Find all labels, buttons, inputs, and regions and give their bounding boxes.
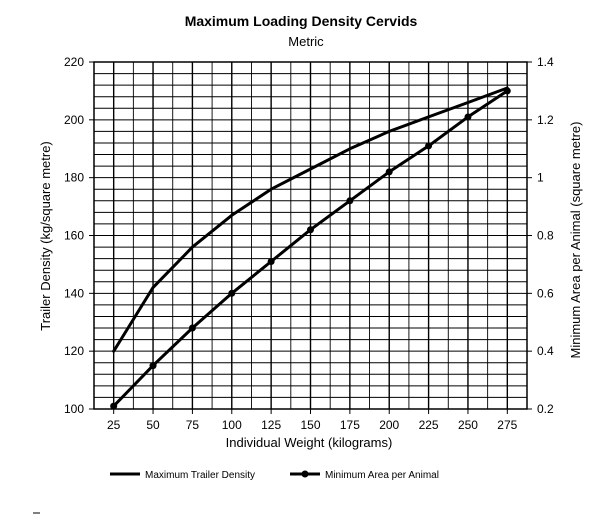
y-right-tick-label: 1 (537, 171, 544, 185)
data-point-minimum-area-per-animal (267, 258, 275, 266)
data-point-minimum-area-per-animal (464, 113, 472, 121)
y-left-tick-label: 160 (64, 229, 84, 243)
x-tick-label: 25 (107, 418, 121, 432)
y-left-tick-label: 220 (64, 55, 84, 69)
legend-label-minimum-area-per-animal: Minimum Area per Animal (325, 470, 439, 481)
data-point-minimum-area-per-animal (228, 289, 236, 297)
x-tick-label: 250 (458, 418, 478, 432)
legend-marker-minimum-area-per-animal (301, 470, 309, 478)
tick-marks (89, 61, 532, 414)
y-left-tick-label: 100 (64, 402, 84, 416)
data-point-minimum-area-per-animal (307, 226, 314, 234)
x-axis-label: Individual Weight (kilograms) (226, 435, 393, 450)
y-left-tick-label: 140 (64, 286, 84, 300)
x-tick-label: 125 (261, 418, 281, 432)
grid (93, 61, 528, 410)
chart-subtitle: Metric (288, 34, 324, 49)
y-right-tick-label: 0.8 (537, 229, 554, 243)
data-point-minimum-area-per-animal (503, 87, 511, 95)
x-tick-label: 175 (340, 418, 360, 432)
y-left-axis-label: Trailer Density (kg/square metre) (38, 141, 53, 331)
y-right-tick-labels: 0.2 0.4 0.6 0.8 1 1.2 1.4 (537, 55, 554, 416)
x-tick-label: 50 (146, 418, 160, 432)
y-left-tick-label: 200 (64, 113, 84, 127)
legend: Maximum Trailer Density Minimum Area per… (110, 470, 439, 481)
data-point-minimum-area-per-animal (385, 168, 393, 176)
y-left-tick-label: 120 (64, 344, 84, 358)
data-point-minimum-area-per-animal (110, 402, 118, 410)
x-tick-labels: 25 50 75 100 125 150 175 200 225 250 275 (107, 418, 518, 432)
x-tick-label: 100 (222, 418, 242, 432)
y-right-tick-label: 0.6 (537, 286, 554, 300)
legend-label-maximum-trailer-density: Maximum Trailer Density (145, 470, 255, 481)
y-right-tick-label: 0.4 (537, 344, 554, 358)
y-right-tick-label: 1.2 (537, 113, 554, 127)
x-tick-label: 75 (186, 418, 200, 432)
x-tick-label: 150 (300, 418, 320, 432)
data-point-minimum-area-per-animal (188, 324, 196, 332)
y-right-axis-label: Minimum Area per Animal (square metre) (568, 122, 583, 359)
y-left-tick-labels: 100 120 140 160 180 200 220 (64, 55, 84, 416)
x-tick-label: 275 (497, 418, 517, 432)
series-layer (110, 86, 511, 410)
series-line-maximum-trailer-density (112, 86, 509, 353)
data-point-minimum-area-per-animal (149, 362, 157, 370)
data-point-minimum-area-per-animal (425, 142, 433, 150)
x-tick-label: 200 (379, 418, 399, 432)
y-left-tick-label: 180 (64, 171, 84, 185)
y-right-tick-label: 0.2 (537, 402, 554, 416)
x-tick-label: 225 (419, 418, 439, 432)
chart-title: Maximum Loading Density Cervids (185, 13, 418, 29)
data-point-minimum-area-per-animal (346, 197, 354, 205)
y-right-tick-label: 1.4 (537, 55, 554, 69)
